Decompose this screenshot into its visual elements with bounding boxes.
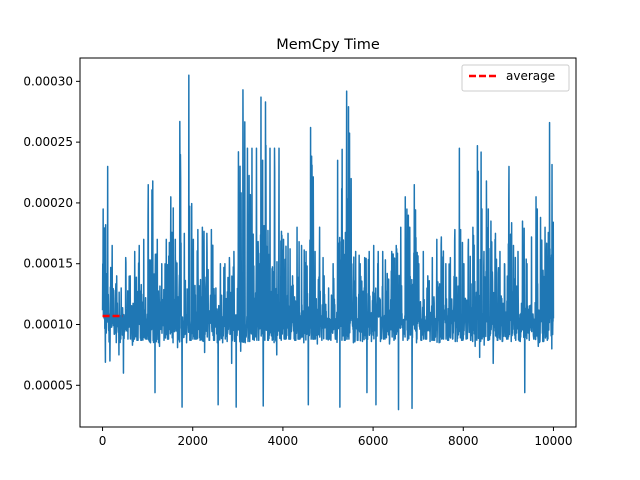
- memcpy-time-series-line: [101, 74, 555, 411]
- x-tick-label: 10000: [534, 434, 572, 448]
- series-layer: [101, 74, 555, 411]
- y-tick-label: 0.00015: [23, 257, 73, 271]
- y-tick-label: 0.00025: [23, 135, 73, 149]
- y-axis: 0.00005 0.00010 0.00015 0.00020 0.00025 0.000…: [23, 74, 80, 392]
- x-tick-label: 6000: [358, 434, 389, 448]
- y-tick-label: 0.00005: [23, 378, 73, 392]
- x-tick-label: 4000: [268, 434, 299, 448]
- legend-box: [461, 64, 570, 92]
- y-tick-label: 0.00010: [23, 318, 73, 332]
- y-tick-label: 0.00020: [23, 196, 73, 210]
- plot-frame: [79, 57, 577, 428]
- x-tick-label: 8000: [448, 434, 479, 448]
- x-axis: 0 2000 4000 6000 8000 10000: [99, 427, 573, 448]
- x-tick-label: 0: [99, 434, 107, 448]
- legend: average: [461, 64, 570, 92]
- chart-title: MemCpy Time: [276, 37, 380, 53]
- y-tick-label: 0.00030: [23, 74, 73, 88]
- x-tick-label: 2000: [177, 434, 208, 448]
- legend-average-label: average: [506, 69, 555, 83]
